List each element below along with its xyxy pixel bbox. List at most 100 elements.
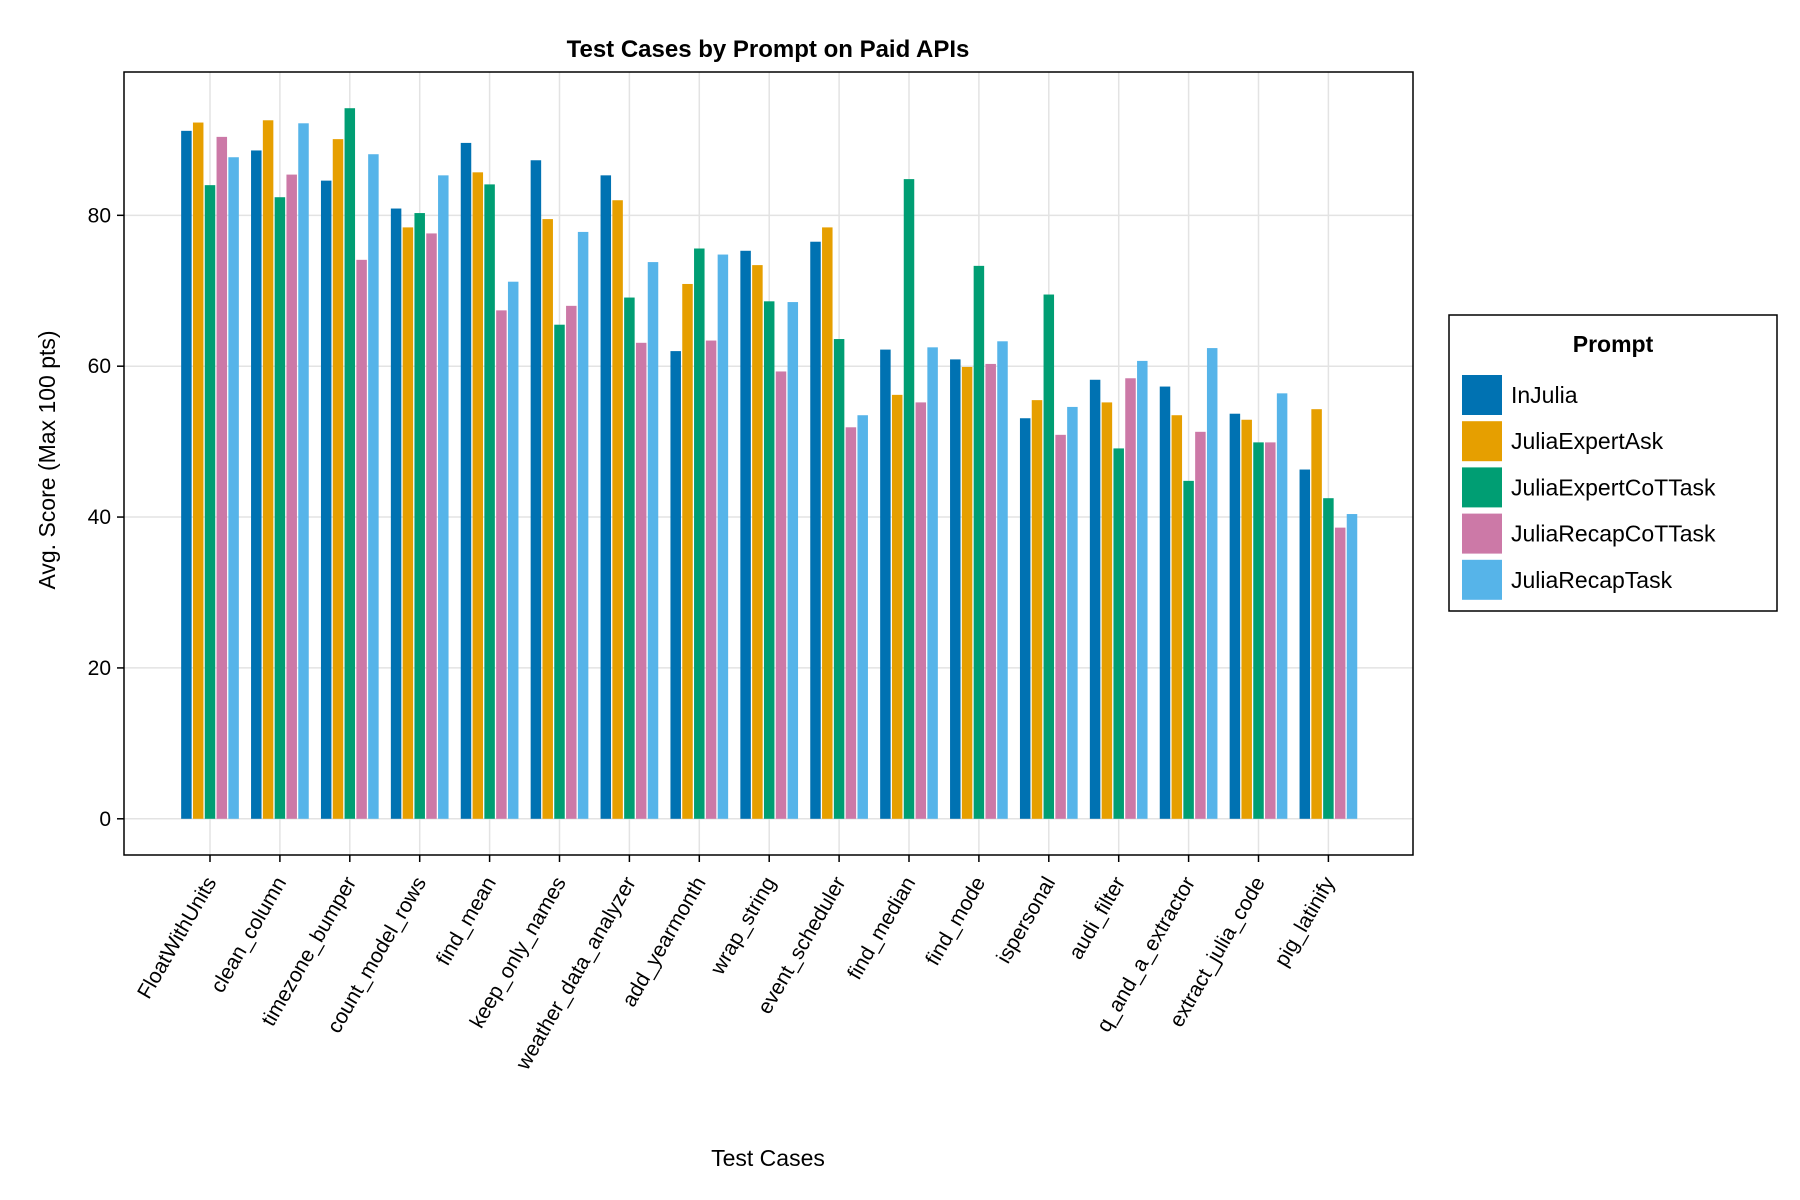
bar [1089,379,1101,819]
bar [600,175,612,819]
bar [694,248,705,819]
bar [1031,400,1043,819]
bar [507,281,519,819]
bar [1183,480,1194,819]
y-tick-label: 40 [88,506,111,529]
bar [1311,409,1322,819]
bar [414,213,425,819]
bar [390,208,402,819]
bar [833,339,845,819]
bar [1276,393,1288,819]
bar [950,359,961,819]
legend-swatch [1462,421,1502,462]
bar [251,150,262,819]
y-tick-label: 20 [88,657,111,680]
bar [961,366,973,819]
bar [1067,406,1078,819]
bar [985,363,996,819]
y-tick-label: 60 [88,355,111,378]
bar [460,142,472,819]
y-axis-label: Avg. Score (Max 100 pts) [34,330,60,589]
bar [891,394,903,819]
legend-label: JuliaRecapCoTTask [1511,521,1716,547]
bar [903,179,915,819]
bar [274,197,286,819]
bar [192,122,204,819]
legend-label: JuliaRecapTask [1511,567,1673,593]
bar [577,231,589,819]
bar [356,259,367,819]
bar [1334,527,1346,819]
bar [320,180,332,819]
bar [368,154,379,819]
bar [1323,498,1334,819]
bar [262,120,274,819]
y-tick-label: 80 [88,204,111,227]
bar [181,130,192,819]
legend-box [1448,314,1778,612]
bar [438,175,449,819]
bar [1125,378,1136,819]
bar [1055,434,1066,819]
bar [1206,348,1218,819]
bar [426,233,437,819]
bar [670,351,681,819]
bar [682,283,693,819]
bar [542,219,553,819]
bar [228,157,239,819]
bar [402,227,414,819]
bar [822,227,833,819]
bar [1043,294,1055,819]
bar [216,136,228,819]
bar [1113,448,1124,819]
bar [624,297,635,819]
bar [472,172,484,819]
legend-swatch [1462,559,1502,600]
bar [927,347,938,819]
bar [775,371,787,819]
bar [298,123,309,819]
bar [763,301,775,819]
bar [1019,418,1031,819]
bar [204,185,216,819]
chart-title: Test Cases by Prompt on Paid APIs [567,36,970,63]
bar [1241,419,1252,819]
legend-title: Prompt [1573,331,1654,357]
legend-label: InJulia [1511,382,1578,408]
legend-swatch [1462,375,1502,415]
bar [810,241,821,819]
bar [496,310,507,819]
bar [787,302,799,819]
legend-label: JuliaExpertAsk [1511,428,1664,454]
plot-area: 020406080FloatWithUnitsclean_columntimez… [88,71,1414,1074]
bar [554,324,565,819]
bar [344,108,356,819]
bar [484,184,495,819]
bar [1253,442,1264,819]
bar [566,305,577,819]
x-tick-label: find_median [843,873,920,984]
bar [857,415,868,819]
bar [997,341,1008,819]
x-tick-label: find_mean [432,873,501,969]
bar [332,139,344,819]
x-tick-label: clean_column [207,873,292,997]
y-tick-label: 0 [99,808,111,831]
x-tick-label: weather_data_analyzer [511,873,641,1074]
bar [1101,402,1113,819]
bar [915,402,927,819]
bar [530,160,542,819]
bar [1229,413,1241,819]
bar [1159,386,1171,819]
bar [1265,442,1276,819]
bar [286,174,297,819]
x-tick-label: wrap_string [706,873,781,979]
bar [647,262,659,819]
x-tick-label: audi_filter [1065,873,1130,963]
legend-swatch [1462,467,1502,508]
x-tick-label: pig_latinify [1270,873,1340,971]
x-tick-label: find_mode [921,873,990,969]
legend: Prompt InJulia JuliaExpertAsk JuliaExpertC… [1448,314,1778,612]
bar [1346,514,1358,819]
